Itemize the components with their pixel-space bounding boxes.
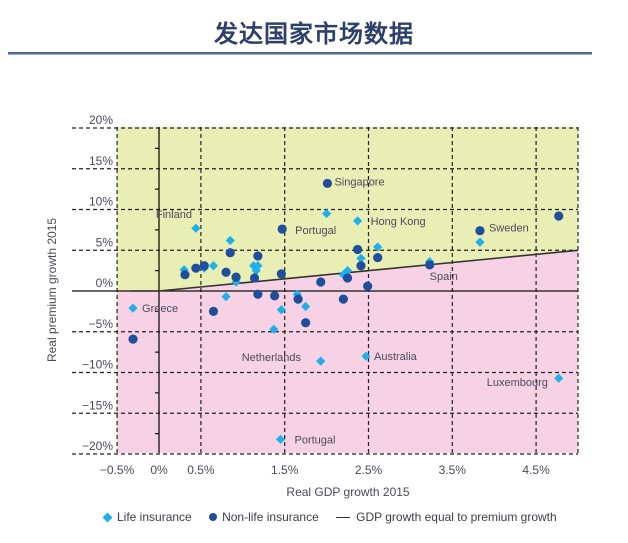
non-life-insurance-point (276, 269, 286, 279)
non-life-insurance-point (225, 248, 235, 258)
point-label: Australia (374, 351, 418, 363)
point-label: Greece (142, 303, 178, 315)
x-tick-label: −0.5% (100, 463, 135, 477)
x-tick-label: 2.5% (355, 463, 383, 477)
non-life-insurance-point (253, 289, 263, 299)
life-insurance-point (128, 303, 138, 313)
y-tick-label: −5% (89, 317, 114, 331)
life-insurance-point (316, 356, 326, 366)
non-life-insurance-point (301, 318, 311, 328)
non-life-insurance-point (338, 294, 348, 304)
page-title: 发达国家市场数据 (214, 19, 414, 48)
point-label: Netherlands (242, 352, 302, 364)
point-label: Finland (156, 209, 192, 221)
point-label: Singapore (334, 176, 384, 188)
non-life-insurance-point (191, 263, 201, 273)
non-life-insurance-point (208, 306, 219, 316)
non-life-insurance-point (316, 277, 326, 287)
equality-line (129, 249, 579, 292)
x-tick-label: 3.5% (439, 463, 467, 477)
life-insurance-point (342, 266, 353, 276)
x-tick-label: 0.5% (187, 463, 215, 477)
y-tick-label: 5% (96, 235, 114, 249)
point-label: Portugal (295, 434, 336, 446)
circle-marker-icon (209, 513, 218, 522)
y-tick-label: 15% (89, 154, 113, 168)
non-life-insurance-point (293, 294, 303, 304)
legend-item-line: GDP growth equal to premium growth (336, 509, 557, 524)
life-insurance-point (269, 324, 279, 334)
non-life-insurance-point (373, 252, 383, 263)
chart-legend: Life insurance Non-life insurance GDP gr… (102, 509, 571, 525)
life-insurance-point (356, 253, 366, 263)
y-tick-label: −20% (82, 439, 113, 453)
life-insurance-point (253, 261, 263, 271)
line-marker-icon (336, 516, 351, 518)
life-insurance-point (191, 223, 201, 233)
legend-item-nonlife: Non-life insurance (209, 509, 319, 524)
point-label: Sweden (489, 223, 529, 235)
non-life-insurance-point (356, 261, 366, 271)
non-life-insurance-point (342, 273, 353, 283)
legend-label-nonlife: Non-life insurance (222, 510, 319, 525)
non-life-insurance-point (270, 291, 280, 301)
point-label: Hong Kong (371, 216, 426, 228)
life-insurance-point (225, 235, 235, 246)
y-tick-label: −10% (82, 358, 113, 372)
non-life-insurance-point (199, 261, 209, 271)
non-life-insurance-point (425, 260, 435, 270)
y-tick-label: −15% (82, 398, 113, 412)
legend-label-life: Life insurance (117, 510, 192, 525)
life-insurance-point (338, 270, 348, 280)
legend-item-life: Life insurance (102, 509, 192, 525)
y-tick-label: 0% (96, 276, 114, 290)
legend-label-line: GDP growth equal to premium growth (356, 510, 557, 525)
equality-line-group (129, 249, 579, 292)
x-tick-label: 0% (150, 463, 168, 477)
life-insurance-point (208, 261, 219, 271)
life-insurance-point (251, 266, 261, 276)
life-insurance-point (475, 237, 485, 247)
chart-points (128, 178, 564, 444)
point-label: Luxembourg (487, 377, 548, 389)
life-insurance-point (373, 242, 383, 252)
non-life-insurance-point (180, 270, 190, 280)
life-insurance-point (554, 373, 564, 383)
non-life-insurance-point (353, 244, 363, 255)
y-axis-title: Real premium growth 2015 (45, 218, 59, 362)
y-tick-label: 20% (89, 113, 113, 127)
life-insurance-point (275, 434, 286, 444)
title-divider (8, 52, 592, 55)
y-tick-label: 10% (89, 195, 113, 209)
life-insurance-point (322, 208, 332, 219)
non-life-insurance-point (322, 178, 333, 189)
life-insurance-point (276, 305, 286, 315)
non-life-insurance-point (128, 334, 138, 344)
diamond-marker-icon (102, 512, 113, 523)
non-life-insurance-point (475, 226, 485, 236)
chart-labels: Finland Hong Kong Greece Netherlands Austral… (142, 176, 548, 446)
life-insurance-point (301, 301, 311, 312)
non-life-insurance-point (253, 251, 263, 261)
non-life-insurance-point (249, 273, 260, 283)
non-life-insurance-point (363, 281, 373, 291)
x-tick-label: 4.5% (522, 463, 550, 477)
non-life-insurance-point (231, 272, 241, 282)
life-insurance-point (353, 216, 363, 226)
life-insurance-point (361, 351, 371, 361)
x-tick-label: 1.5% (271, 463, 299, 477)
non-life-insurance-point (221, 267, 231, 277)
point-label: Spain (430, 271, 458, 283)
non-life-insurance-point (554, 211, 564, 221)
chart-axes: 20% 15% 10% 5% 0% −5% −10% −15% −20% −0.5% 0% 0.5% 1… (72, 113, 578, 477)
point-label: Portugal (295, 225, 336, 237)
life-insurance-point (221, 292, 231, 302)
life-insurance-point (231, 277, 241, 287)
x-axis-title: Real GDP growth 2015 (286, 485, 410, 499)
non-life-insurance-point (277, 224, 287, 234)
